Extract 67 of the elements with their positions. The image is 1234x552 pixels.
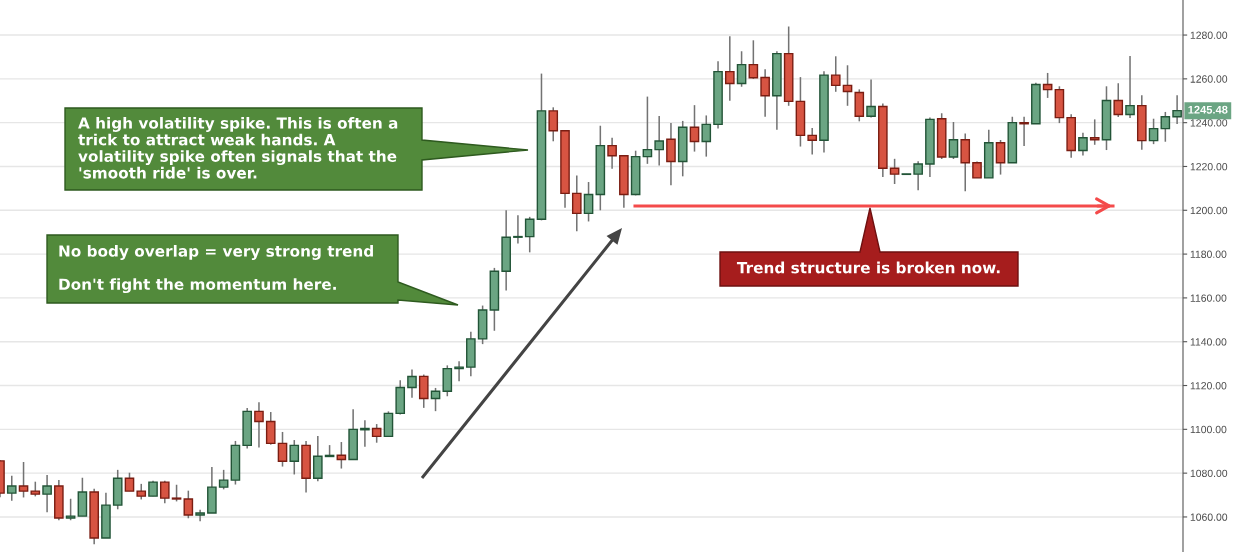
candlestick — [336, 441, 347, 470]
candlestick — [289, 439, 300, 476]
candlestick — [524, 216, 535, 254]
y-tick-label: 1200.00 — [1190, 206, 1228, 215]
candlestick — [42, 474, 52, 514]
candlestick — [277, 431, 288, 468]
annotation: Trend structure is broken now. — [736, 261, 1000, 274]
candlestick — [607, 137, 617, 170]
candlestick — [418, 373, 429, 409]
y-tick-label: 1080.00 — [1190, 469, 1228, 478]
annotation: A high volatility spike. This is often a trick to attract weak hands. A volatility spike often signals that the 'smooth ride' is over. — [78, 117, 398, 179]
candlestick — [948, 121, 959, 160]
y-tick-label: 1140.00 — [1190, 338, 1227, 346]
candlestick — [513, 214, 523, 245]
candlestick — [1042, 72, 1053, 99]
y-tick-label: 1240.00 — [1190, 119, 1228, 127]
candlestick — [442, 364, 453, 398]
candlestick — [1113, 82, 1124, 118]
candlestick — [1019, 115, 1029, 147]
candlestick — [265, 411, 276, 446]
candlestick — [383, 410, 394, 438]
y-tick-label: 1220.00 — [1190, 162, 1228, 171]
candlestick — [65, 498, 76, 522]
candlestick — [454, 360, 464, 383]
candlestick — [548, 106, 559, 143]
candlestick — [642, 95, 653, 165]
candlestick — [666, 122, 676, 187]
text: 1245.48 — [1188, 105, 1228, 114]
candlestick — [830, 55, 841, 93]
candlestick — [724, 35, 735, 102]
candlestick — [313, 435, 323, 483]
candlestick — [807, 127, 818, 156]
candlestick — [124, 471, 135, 492]
candlestick — [183, 489, 194, 520]
annotation: No body overlap = very strong trend Don't fight the momentum here. — [59, 245, 373, 294]
candlestick — [1125, 55, 1135, 119]
candlestick — [571, 174, 582, 233]
candlestick — [736, 50, 747, 88]
y-tick-label: 1280.00 — [1190, 31, 1228, 39]
candlestick — [854, 88, 865, 123]
candlestick — [1078, 131, 1088, 157]
y-tick-label: 1160.00 — [1190, 294, 1227, 302]
candlestick — [913, 160, 923, 191]
candlestick — [1160, 111, 1171, 143]
candlestick — [654, 115, 664, 167]
candlestick — [6, 475, 17, 502]
candlestick — [218, 469, 229, 491]
candlestick — [689, 104, 700, 153]
y-tick-label: 1120.00 — [1190, 382, 1227, 390]
y-tick-label: 1100.00 — [1190, 425, 1227, 434]
y-tick-label: 1060.00 — [1190, 513, 1228, 521]
candlestick — [1148, 117, 1159, 145]
candlestick — [995, 139, 1006, 176]
candlestick — [1089, 118, 1100, 146]
candlestick — [889, 158, 900, 185]
y-tick-label: 1180.00 — [1190, 250, 1227, 258]
candlestick — [748, 39, 759, 80]
candlestick — [960, 132, 971, 192]
candlestick — [407, 368, 417, 399]
y-tick-label: 1260.00 — [1190, 75, 1228, 83]
candlestick — [583, 181, 594, 223]
candlestick — [760, 68, 770, 118]
candlestick — [701, 114, 712, 158]
candlestick — [18, 461, 29, 499]
candlestick — [254, 401, 264, 449]
candlestick — [866, 78, 876, 119]
candlestick — [371, 423, 382, 444]
